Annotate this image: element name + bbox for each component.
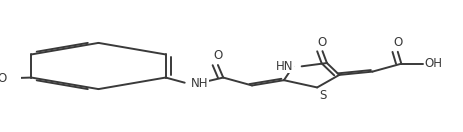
Text: O: O xyxy=(392,36,401,49)
Text: O: O xyxy=(0,72,6,85)
Text: S: S xyxy=(319,89,326,102)
Text: O: O xyxy=(317,36,326,49)
Text: HN: HN xyxy=(275,60,293,73)
Text: O: O xyxy=(213,49,222,62)
Text: NH: NH xyxy=(190,77,208,90)
Text: OH: OH xyxy=(424,57,442,70)
